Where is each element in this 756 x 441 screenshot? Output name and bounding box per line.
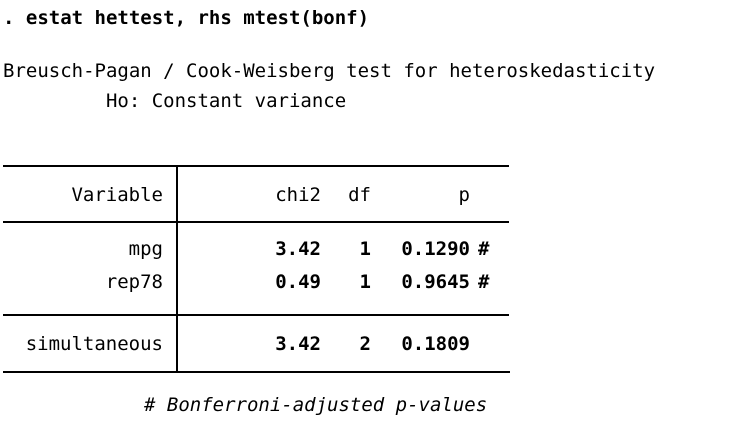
table-row-chi2-simultaneous: 3.42 [275,333,321,355]
table-rule-body [3,314,509,316]
table-row-chi2: 0.49 [275,271,321,293]
column-header-df: df [348,184,371,206]
table-row-chi2: 3.42 [275,238,321,260]
table-row-p-simultaneous: 0.1809 [401,333,470,355]
table-row-bonferroni-flag: # [478,271,490,293]
table-row-bonferroni-flag: # [478,238,490,260]
table-row-variable: rep78 [105,271,163,293]
table-row-variable: mpg [128,238,163,260]
table-row-variable-simultaneous: simultaneous [25,333,163,355]
table-row-p: 0.1290 [401,238,470,260]
table-row-df: 1 [359,271,371,293]
null-hypothesis-line: Ho: Constant variance [3,90,347,112]
column-header-variable: Variable [71,184,163,206]
table-column-divider [176,165,178,373]
column-header-chi2: chi2 [275,184,321,206]
table-row-df-simultaneous: 2 [359,333,371,355]
table-row-df: 1 [359,238,371,260]
test-title: Breusch-Pagan / Cook-Weisberg test for h… [3,60,656,82]
column-header-p: p [458,184,470,206]
table-row-p: 0.9645 [401,271,470,293]
table-rule-top [3,165,509,167]
bonferroni-footnote: # Bonferroni-adjusted p-values [144,394,488,416]
command-echo-line: . estat hettest, rhs mtest(bonf) [3,7,370,29]
table-rule-header [3,221,509,223]
table-rule-bottom [3,371,510,373]
